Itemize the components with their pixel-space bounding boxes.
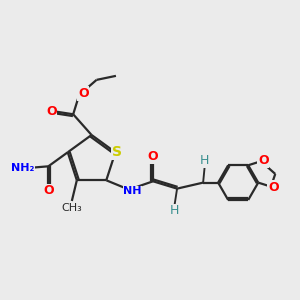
Text: O: O xyxy=(258,154,268,167)
Text: O: O xyxy=(46,105,57,118)
Text: NH₂: NH₂ xyxy=(11,163,34,173)
Text: S: S xyxy=(112,145,122,159)
Text: O: O xyxy=(268,181,279,194)
Text: NH: NH xyxy=(123,186,142,196)
Text: O: O xyxy=(78,87,88,100)
Text: CH₃: CH₃ xyxy=(61,203,82,213)
Text: H: H xyxy=(170,204,179,217)
Text: H: H xyxy=(200,154,209,167)
Text: O: O xyxy=(148,150,158,164)
Text: O: O xyxy=(43,184,54,197)
